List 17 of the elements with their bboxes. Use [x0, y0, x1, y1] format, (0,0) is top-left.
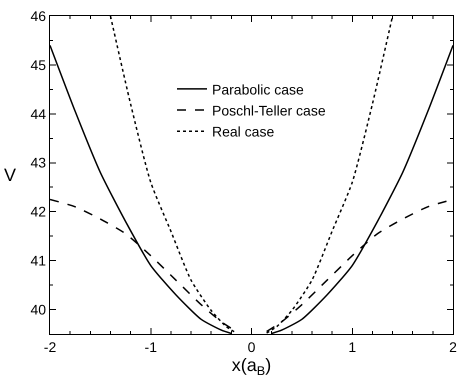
x-tick-label: -2	[44, 338, 56, 355]
y-tick-label: 44	[30, 106, 46, 122]
y-tick-label: 41	[30, 252, 46, 269]
x-axis-title: x(a$_{B}$)	[232, 355, 272, 378]
x-tick-label: 0	[248, 338, 256, 355]
y-tick-label: 46	[30, 8, 46, 24]
y-tick-label: 42	[30, 204, 46, 220]
y-axis-title: V	[4, 165, 16, 185]
y-tick-label: 43	[30, 154, 46, 171]
legend-label: Real case	[212, 124, 274, 140]
legend-label: Parabolic case	[212, 81, 304, 98]
x-tick-label: 2	[449, 338, 458, 355]
x-tick-label: -1	[144, 338, 158, 355]
x-tick-label: 1	[348, 338, 356, 355]
y-tick-label: 45	[30, 56, 46, 73]
legend-label: Poschl-Teller case	[212, 102, 326, 118]
y-tick-label: 40	[30, 301, 46, 318]
